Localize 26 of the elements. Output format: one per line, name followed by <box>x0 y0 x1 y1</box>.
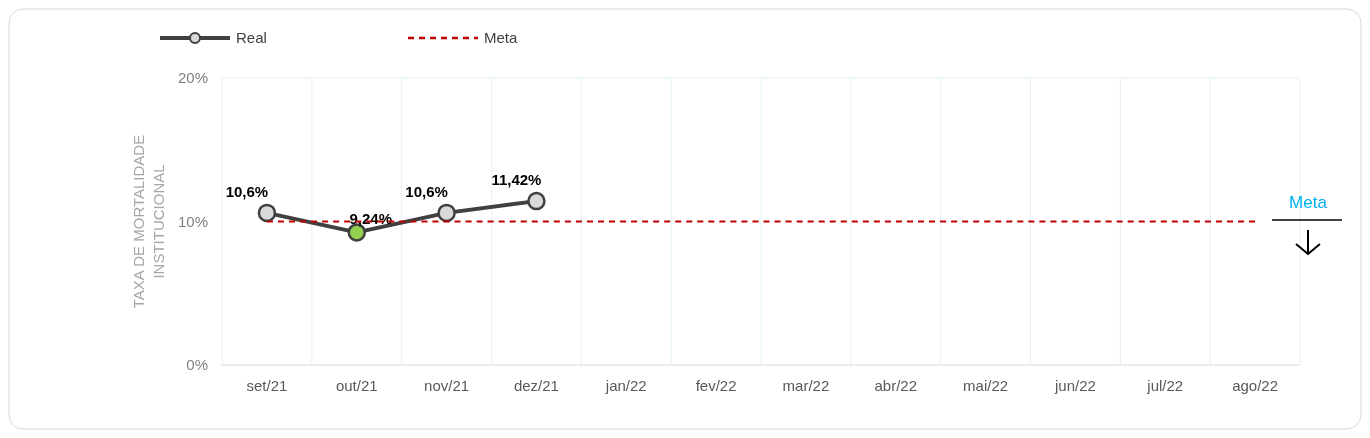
x-tick-label: ago/22 <box>1232 377 1279 394</box>
y-axis-title: TAXA DE MORTALIDADE INSTITUCIONAL <box>130 134 167 309</box>
x-tick-label: nov/21 <box>424 377 470 394</box>
legend-label: Meta <box>484 29 518 47</box>
y-tick-label: 20% <box>177 69 208 87</box>
x-tick-label: set/21 <box>246 377 288 394</box>
x-tick-label: mai/22 <box>963 377 1009 394</box>
data-label: 10,6% <box>225 182 269 200</box>
x-tick-label: abr/22 <box>874 377 918 394</box>
x-tick-label: fev/22 <box>695 377 737 394</box>
x-tick-label: out/21 <box>335 377 378 394</box>
annotation: Meta <box>1289 193 1328 212</box>
x-tick-label: dez/21 <box>513 377 559 394</box>
x-tick-label: jun/22 <box>1053 377 1096 394</box>
point <box>527 191 546 211</box>
point <box>437 203 456 223</box>
data-label: 9,24% <box>349 210 393 228</box>
data-label: 11,42% <box>491 171 542 189</box>
legend-label: Real <box>236 29 267 47</box>
data-label: 10,6% <box>405 182 448 200</box>
y-tick-label: 10% <box>177 212 208 230</box>
point <box>257 203 277 223</box>
y-tick-label: 0% <box>186 356 208 374</box>
x-tick-label: jan/22 <box>604 377 647 394</box>
x-tick-label: jul/22 <box>1146 377 1184 394</box>
x-tick-label: mar/22 <box>782 377 830 394</box>
